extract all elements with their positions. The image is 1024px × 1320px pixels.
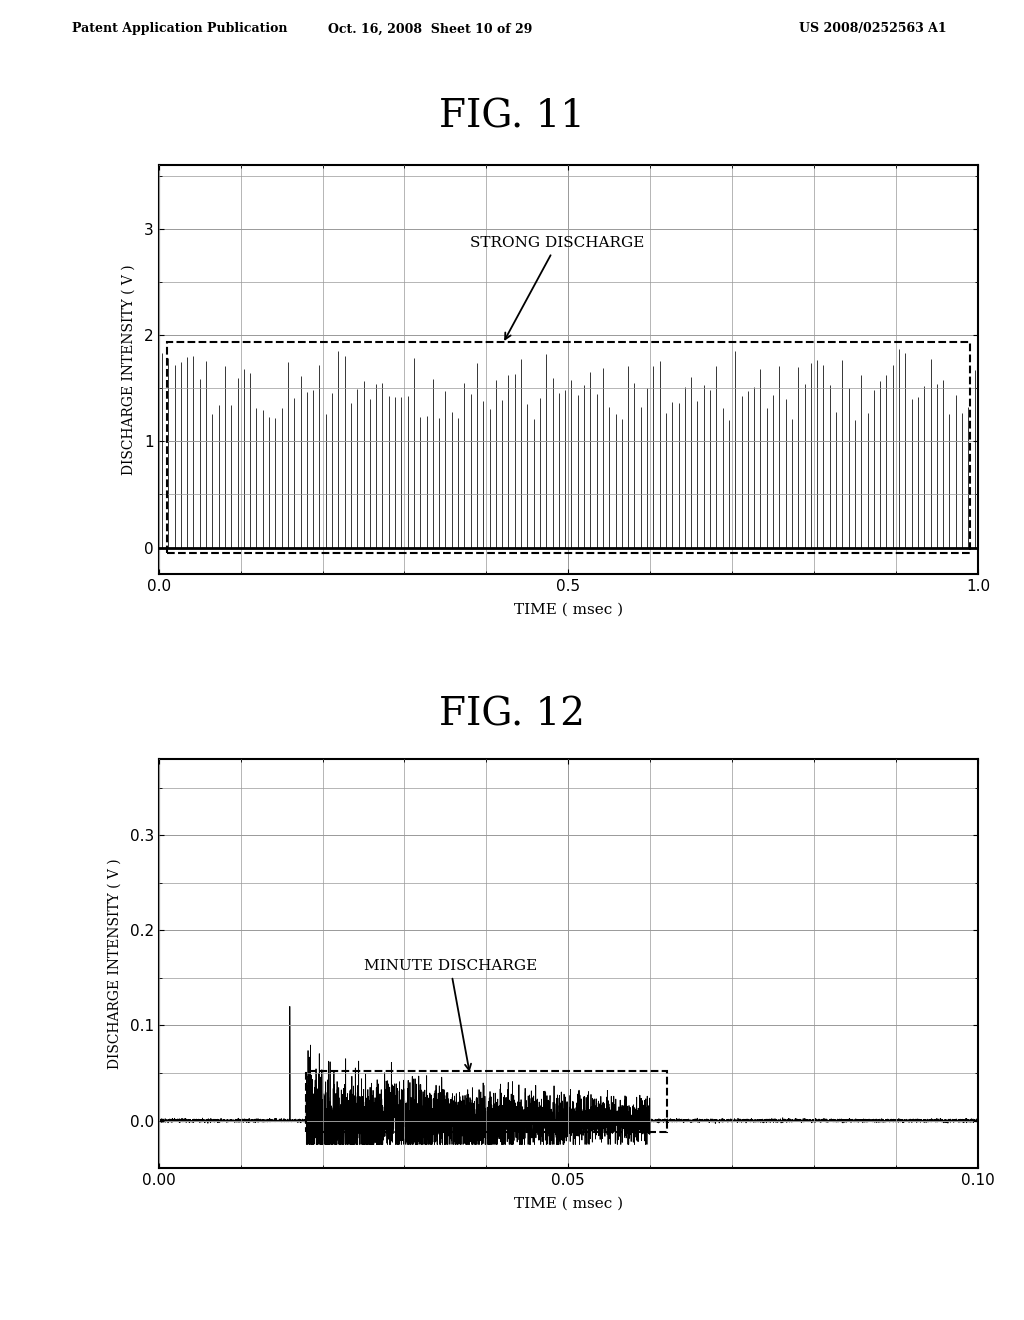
Text: STRONG DISCHARGE: STRONG DISCHARGE: [470, 236, 644, 339]
Bar: [167, 342, 970, 553]
Text: FIG. 12: FIG. 12: [439, 697, 585, 734]
Y-axis label: DISCHARGE INTENSITY ( V ): DISCHARGE INTENSITY ( V ): [122, 264, 136, 475]
Text: FIG. 11: FIG. 11: [439, 99, 585, 136]
Bar: [306, 1071, 667, 1133]
X-axis label: TIME ( msec ): TIME ( msec ): [514, 602, 623, 616]
Text: Patent Application Publication: Patent Application Publication: [72, 22, 287, 36]
Text: Oct. 16, 2008  Sheet 10 of 29: Oct. 16, 2008 Sheet 10 of 29: [328, 22, 532, 36]
Y-axis label: DISCHARGE INTENSITY ( V ): DISCHARGE INTENSITY ( V ): [108, 858, 121, 1069]
X-axis label: TIME ( msec ): TIME ( msec ): [514, 1196, 623, 1210]
Text: MINUTE DISCHARGE: MINUTE DISCHARGE: [364, 960, 537, 1071]
Text: US 2008/0252563 A1: US 2008/0252563 A1: [799, 22, 946, 36]
